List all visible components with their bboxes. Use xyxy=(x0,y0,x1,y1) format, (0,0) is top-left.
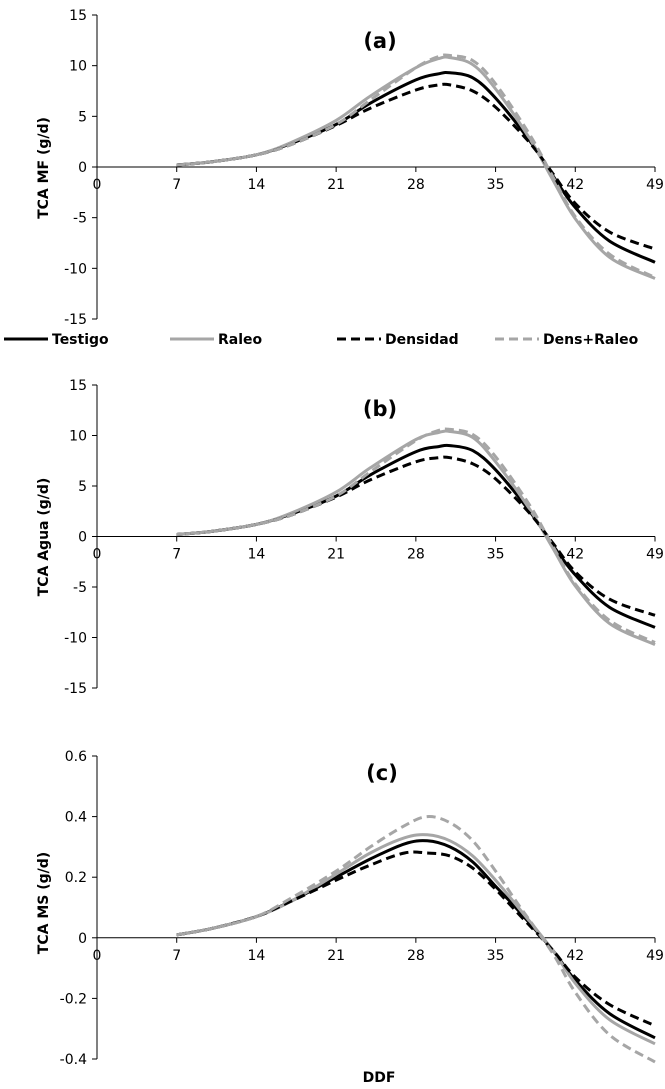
panel-c-series-dens-raleo xyxy=(176,815,656,1064)
panel-b-label: (b) xyxy=(363,397,397,421)
panel-b-y-tick-label: -10 xyxy=(64,631,87,647)
panel-a-x-tick-label: 28 xyxy=(407,177,425,193)
panel-b-x-tick-label: 21 xyxy=(327,547,345,563)
panel-a-y-tick-label: -5 xyxy=(73,211,87,227)
panel-a-x-tick-label: 35 xyxy=(487,177,505,193)
legend: Testigo Raleo Densidad Dens+Raleo xyxy=(4,332,639,348)
panel-c-x-tick-label: 7 xyxy=(172,948,181,964)
panel-a-x-tick-label: 7 xyxy=(172,177,181,193)
panel-c-x-tick-label: 28 xyxy=(407,948,425,964)
panel-a-ylabel: TCA MF (g/d) xyxy=(36,117,52,219)
panel-a-x-tick-label: 21 xyxy=(327,177,345,193)
panel-c-y-tick-label: 0 xyxy=(78,931,87,947)
panel-b-y-tick-label: -15 xyxy=(64,681,87,697)
panel-c-y-tick-label: -0.2 xyxy=(60,991,87,1007)
legend-label-raleo: Raleo xyxy=(218,332,263,348)
panel-b-x-tick-label: 28 xyxy=(407,547,425,563)
panel-b-y-tick-label: 0 xyxy=(78,530,87,546)
panel-a-label: (a) xyxy=(363,29,396,53)
panel-a-x-tick-label: 42 xyxy=(566,177,584,193)
panel-b-y-tick-label: 10 xyxy=(69,429,87,445)
panel-b-series-densidad xyxy=(176,455,656,617)
panel-c-x-tick-label: 49 xyxy=(646,948,664,964)
panel-b-x-tick-label: 42 xyxy=(566,547,584,563)
panel-a-x-tick-label: 14 xyxy=(248,177,266,193)
panel-a-y-tick-label: 10 xyxy=(69,59,87,75)
panel-c: (c) TCA MS (g/d) DDF -0.4 -0.2 0 0.2 0.4 0.6 0… xyxy=(36,749,664,1086)
panel-c-x-tick-label: 0 xyxy=(93,948,102,964)
legend-label-testigo: Testigo xyxy=(52,332,109,348)
panel-a: (a) TCA MF (g/d) -15 -10 -5 0 5 10 15 0 7 14 21 28 3… xyxy=(36,8,664,328)
panel-b-x-tick-label: 7 xyxy=(172,547,181,563)
panel-c-y-tick-label: 0.6 xyxy=(65,749,87,765)
panel-b-x-tick-label: 49 xyxy=(646,547,664,563)
panel-c-x-tick-label: 21 xyxy=(327,948,345,964)
panel-c-y-tick-label: -0.4 xyxy=(60,1052,87,1068)
panel-c-y-tick-label: 0.4 xyxy=(65,810,87,826)
panel-b-ylabel: TCA Agua (g/d) xyxy=(36,478,52,597)
panel-a-x-tick-label: 0 xyxy=(93,177,102,193)
panel-c-x-tick-label: 35 xyxy=(487,948,505,964)
panel-b: (b) TCA Agua (g/d) -15 -10 -5 0 5 10 15 0 7 14 21 2… xyxy=(36,378,664,697)
panel-c-label: (c) xyxy=(366,761,398,785)
panel-c-xlabel: DDF xyxy=(363,1070,396,1086)
legend-label-densidad: Densidad xyxy=(385,332,459,348)
panel-c-x-tick-label: 42 xyxy=(566,948,584,964)
panel-a-y-tick-label: 5 xyxy=(78,109,87,125)
panel-b-y-tick-label: 15 xyxy=(69,378,87,394)
panel-a-y-tick-label: -15 xyxy=(64,312,87,328)
panel-b-y-tick-label: -5 xyxy=(73,580,87,596)
panel-c-ylabel: TCA MS (g/d) xyxy=(36,852,52,954)
panel-a-y-tick-label: 0 xyxy=(78,160,87,176)
panel-a-y-tick-label: 15 xyxy=(69,8,87,24)
panel-a-x-tick-label: 49 xyxy=(646,177,664,193)
panel-b-series-dens-raleo xyxy=(176,427,656,644)
panel-b-y-tick-label: 5 xyxy=(78,479,87,495)
legend-label-dens-raleo: Dens+Raleo xyxy=(543,332,639,348)
panel-a-series-dens-raleo xyxy=(176,53,656,279)
panel-c-x-tick-label: 14 xyxy=(248,948,266,964)
panel-c-y-tick-label: 0.2 xyxy=(65,870,87,886)
panel-b-x-tick-label: 35 xyxy=(487,547,505,563)
panel-a-y-tick-label: -10 xyxy=(64,261,87,277)
panel-b-x-tick-label: 0 xyxy=(93,547,102,563)
panel-b-x-tick-label: 14 xyxy=(248,547,266,563)
